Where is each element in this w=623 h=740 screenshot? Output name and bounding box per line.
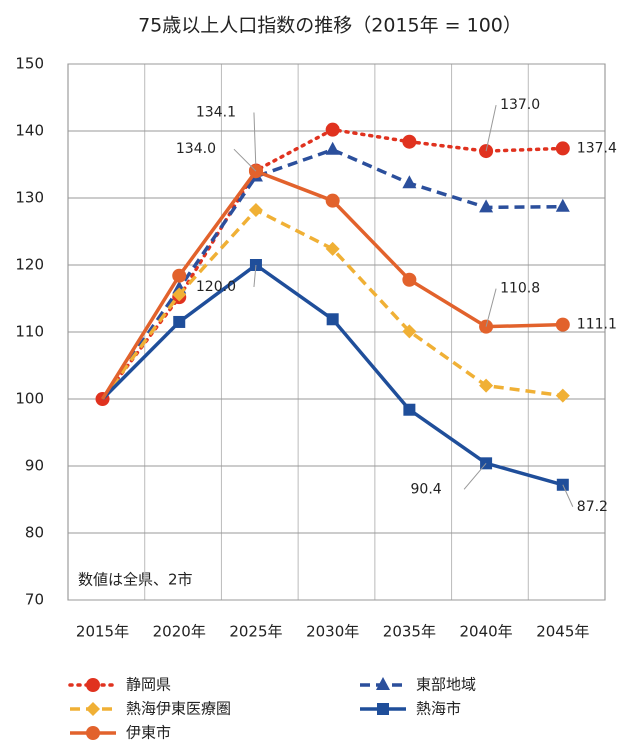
point <box>479 199 494 213</box>
point <box>376 677 390 690</box>
y-tick-label: 70 <box>25 591 44 609</box>
x-tick-label: 2035年 <box>383 623 436 641</box>
y-tick-label: 130 <box>15 189 44 207</box>
point <box>86 726 100 740</box>
point <box>248 203 263 218</box>
legend-label: 静岡県 <box>126 676 171 694</box>
legend-label: 熱海市 <box>416 700 461 718</box>
data-label: 137.4 <box>577 140 617 156</box>
leader-line <box>485 104 497 152</box>
point <box>325 241 340 256</box>
point <box>173 315 186 328</box>
series-line <box>101 207 564 401</box>
y-tick-label: 100 <box>15 390 44 408</box>
point <box>402 175 417 189</box>
point <box>555 141 570 156</box>
point <box>402 324 417 339</box>
chart-title: 75歳以上人口指数の推移（2015年 = 100） <box>138 15 522 37</box>
y-tick-label: 90 <box>25 457 44 475</box>
point <box>403 403 416 416</box>
point <box>325 122 340 137</box>
point <box>249 259 262 271</box>
data-label: 87.2 <box>577 499 608 515</box>
data-label: 111.1 <box>577 317 617 333</box>
point <box>325 141 340 155</box>
leader-line <box>253 112 257 171</box>
leader-line <box>233 148 257 172</box>
point <box>555 388 570 403</box>
x-tick-label: 2025年 <box>229 623 282 641</box>
point <box>86 702 100 716</box>
point <box>402 134 417 149</box>
y-tick-label: 80 <box>25 524 44 542</box>
y-tick-label: 110 <box>15 323 44 341</box>
data-label: 134.0 <box>176 141 216 157</box>
point <box>172 287 187 302</box>
x-tick-label: 2030年 <box>306 623 359 641</box>
series-line <box>101 147 563 400</box>
legend-label: 伊東市 <box>126 724 171 740</box>
data-label: 110.8 <box>500 281 540 297</box>
series-line <box>100 127 565 401</box>
x-tick-label: 2045年 <box>536 623 589 641</box>
point <box>86 678 100 692</box>
data-label: 134.1 <box>196 105 236 121</box>
y-tick-label: 140 <box>15 122 44 140</box>
annotation: 数値は全県、2市 <box>78 571 193 589</box>
leader-line <box>485 288 497 327</box>
data-label: 137.0 <box>500 97 540 113</box>
y-tick-label: 150 <box>15 55 44 73</box>
x-tick-label: 2015年 <box>76 623 129 641</box>
point <box>377 703 389 715</box>
leader-line <box>253 264 257 288</box>
x-tick-label: 2020年 <box>153 623 206 641</box>
point <box>402 272 417 287</box>
legend-label: 東部地域 <box>416 676 476 694</box>
point <box>326 313 339 326</box>
legend-label: 熱海伊東医療圏 <box>126 700 231 718</box>
data-label: 120.0 <box>196 279 236 295</box>
point <box>479 378 494 393</box>
point <box>555 198 570 212</box>
point <box>325 193 340 208</box>
point <box>172 268 187 283</box>
leader-line <box>562 484 574 507</box>
y-tick-label: 120 <box>15 256 44 274</box>
point <box>555 317 570 332</box>
leader-line <box>463 462 487 490</box>
x-tick-label: 2040年 <box>459 623 512 641</box>
data-label: 90.4 <box>411 481 442 497</box>
